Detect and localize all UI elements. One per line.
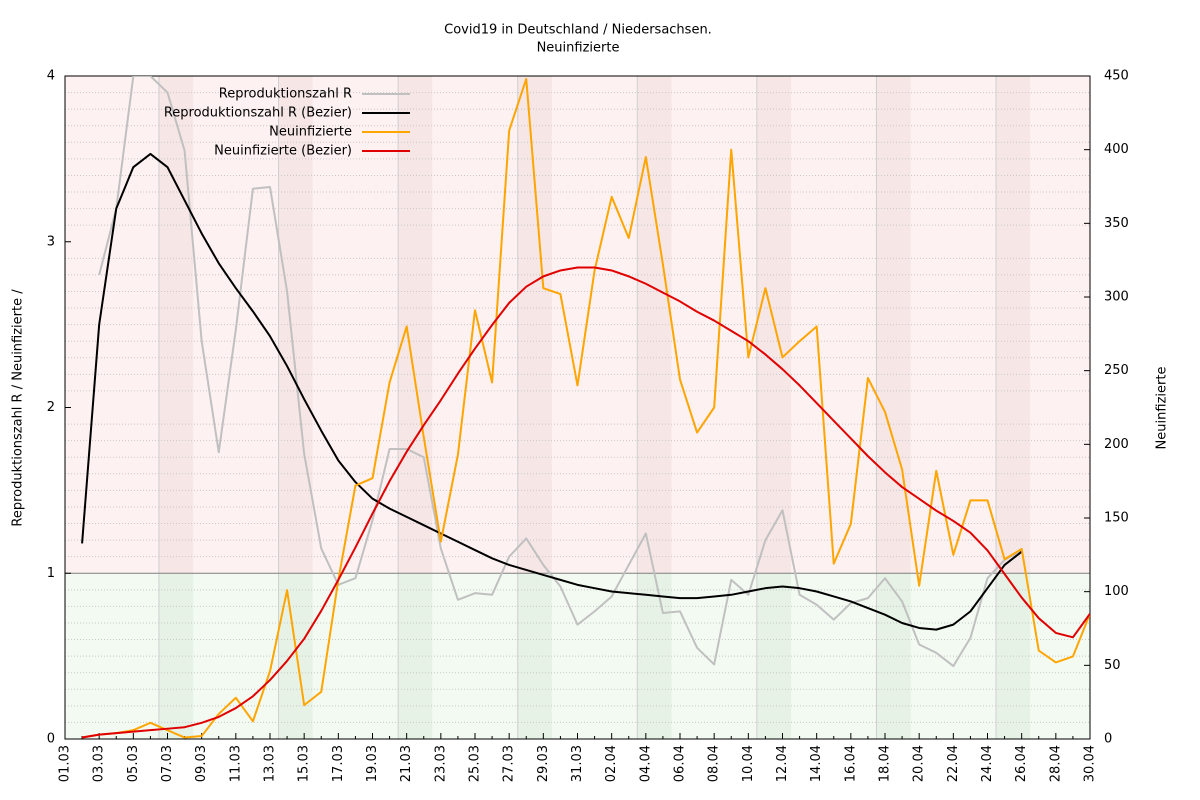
x-tick-label: 01.03 (58, 745, 73, 782)
y2-tick-label: 400 (1104, 142, 1129, 157)
y-tick-label: 4 (47, 69, 55, 84)
y-tick-label: 1 (47, 566, 55, 581)
series-line (81, 77, 1090, 739)
weekend-band (398, 573, 433, 739)
x-tick-label: 21.03 (399, 745, 414, 782)
weekend-band (517, 76, 552, 574)
x-tick-label: 19.03 (365, 745, 380, 782)
x-tick-label: 27.03 (502, 745, 517, 782)
x-tick-label: 31.03 (570, 745, 585, 782)
x-tick-label: 07.03 (160, 745, 175, 782)
x-tick-label: 16.04 (843, 745, 858, 782)
x-tick-label: 30.04 (1083, 745, 1098, 782)
x-tick-label: 06.04 (673, 745, 688, 782)
y-axis-label: Reproduktionszahl R / Neuinfizierte / (11, 289, 26, 527)
x-tick-label: 22.04 (946, 745, 961, 782)
y2-axis-label: Neuinfizierte (1155, 367, 1170, 450)
plot-area (81, 76, 1090, 739)
x-tick-label: 18.04 (878, 745, 893, 782)
legend-label: Reproduktionszahl R (Bezier) (164, 106, 352, 121)
weekend-band (398, 76, 433, 574)
x-tick-label: 29.03 (536, 745, 551, 782)
below-threshold-zone (65, 573, 1090, 739)
weekend-band (278, 573, 313, 739)
y2-tick-label: 50 (1104, 658, 1121, 673)
x-tick-label: 04.04 (638, 745, 653, 782)
weekend-band (517, 573, 552, 739)
chart-subtitle: Neuinfizierte (537, 41, 620, 56)
series-line (98, 76, 1023, 668)
x-tick-label: 26.04 (1014, 745, 1029, 782)
x-tick-label: 15.03 (297, 745, 312, 782)
x-tick-label: 02.04 (604, 745, 619, 782)
x-tick-label: 23.03 (433, 745, 448, 782)
y-tick-label: 3 (47, 234, 55, 249)
legend-label: Reproduktionszahl R (219, 87, 352, 102)
y2-tick-label: 200 (1104, 437, 1129, 452)
x-tick-label: 08.04 (707, 745, 722, 782)
x-tick-label: 11.03 (228, 745, 243, 782)
y2-tick-label: 450 (1104, 69, 1129, 84)
x-tick-label: 20.04 (912, 745, 927, 782)
legend-label: Neuinfizierte (Bezier) (214, 144, 352, 159)
x-tick-label: 09.03 (194, 745, 209, 782)
x-tick-label: 24.04 (980, 745, 995, 782)
legend-label: Neuinfizierte (269, 125, 352, 140)
x-tick-label: 12.04 (775, 745, 790, 782)
y2-tick-label: 150 (1104, 511, 1129, 526)
y2-tick-label: 300 (1104, 290, 1129, 305)
x-tick-label: 28.04 (1048, 745, 1063, 782)
chart-title: Covid19 in Deutschland / Niedersachsen. (444, 23, 712, 38)
y2-tick-label: 100 (1104, 584, 1129, 599)
x-tick-label: 10.04 (741, 745, 756, 782)
y2-tick-label: 0 (1104, 732, 1112, 747)
x-tick-label: 03.03 (92, 745, 107, 782)
weekend-band (637, 573, 672, 739)
y2-tick-label: 350 (1104, 216, 1129, 231)
weekend-band (637, 76, 672, 574)
series-line (81, 266, 1090, 739)
x-tick-label: 13.03 (263, 745, 278, 782)
y2-tick-label: 250 (1104, 363, 1129, 378)
x-tick-label: 05.03 (126, 745, 141, 782)
x-tick-label: 25.03 (468, 745, 483, 782)
x-tick-label: 14.04 (809, 745, 824, 782)
x-tick-label: 17.03 (331, 745, 346, 782)
y-tick-label: 2 (47, 400, 55, 415)
y-tick-label: 0 (47, 732, 55, 747)
series-line (81, 152, 1023, 631)
